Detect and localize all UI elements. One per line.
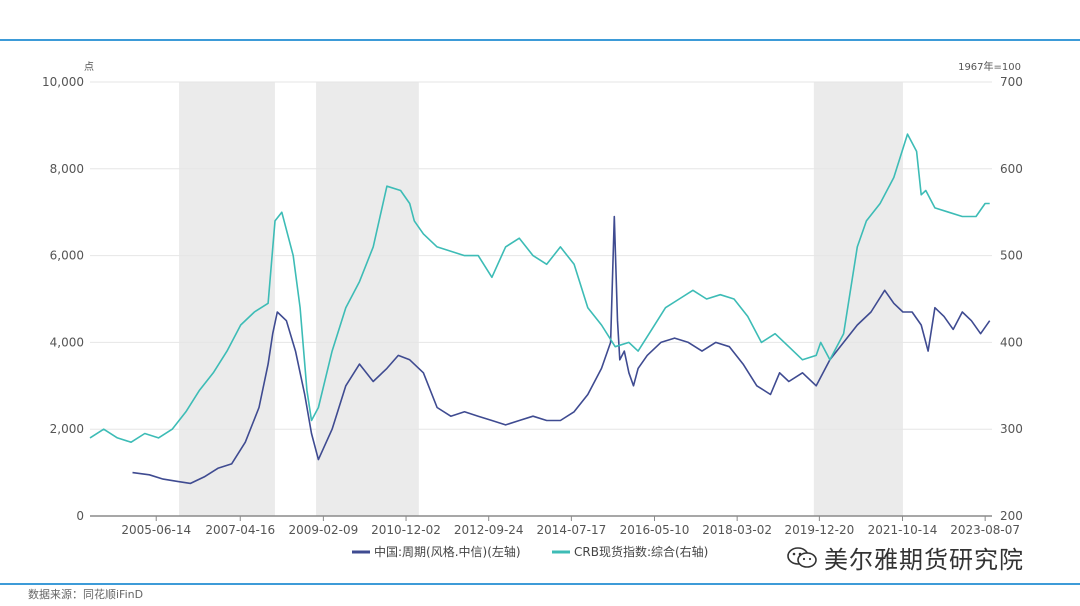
- legend-label-1: 中国:周期(风格.中信)(左轴): [374, 544, 521, 559]
- watermark: 美尔雅期货研究院: [786, 540, 1024, 575]
- left-tick-label: 8,000: [50, 162, 84, 176]
- right-tick-label: 300: [1000, 422, 1023, 436]
- x-tick-label: 2016-05-10: [620, 523, 690, 537]
- shaded-periods: [179, 82, 903, 516]
- right-tick-label: 400: [1000, 335, 1023, 349]
- right-tick-label: 700: [1000, 75, 1023, 89]
- x-tick-label: 2009-02-09: [289, 523, 359, 537]
- right-tick-label: 200: [1000, 509, 1023, 523]
- wechat-icon: [786, 546, 818, 570]
- bottom-rule: [0, 583, 1080, 585]
- left-tick-label: 6,000: [50, 249, 84, 263]
- x-tick-label: 2021-10-14: [868, 523, 938, 537]
- chart: 0 2,000 4,000 6,000 8,000 10,000 200 300 400 500 6…: [0, 0, 1080, 580]
- x-tick-label: 2007-04-16: [205, 523, 275, 537]
- x-tick-label: 2012-09-24: [454, 523, 524, 537]
- shaded-period-1: [179, 82, 275, 516]
- x-tick-label: 2010-12-02: [371, 523, 441, 537]
- x-tick-label: 2018-03-02: [702, 523, 772, 537]
- x-tick-label: 2023-08-07: [950, 523, 1020, 537]
- left-tick-label: 10,000: [42, 75, 84, 89]
- right-tick-label: 600: [1000, 162, 1023, 176]
- left-tick-label: 0: [76, 509, 84, 523]
- watermark-text: 美尔雅期货研究院: [824, 540, 1024, 575]
- left-tick-label: 2,000: [50, 422, 84, 436]
- shaded-period-3: [814, 82, 903, 516]
- right-axis-unit: 1967年=100: [958, 60, 1021, 73]
- x-tick-label: 2014-07-17: [536, 523, 606, 537]
- data-source: 数据来源：同花顺iFinD: [28, 586, 143, 602]
- right-tick-label: 500: [1000, 249, 1023, 263]
- left-axis-unit: 点: [84, 61, 94, 73]
- legend-label-2: CRB现货指数:综合(右轴): [574, 544, 708, 559]
- x-tick-label: 2019-12-20: [784, 523, 854, 537]
- left-tick-label: 4,000: [50, 335, 84, 349]
- legend: 中国:周期(风格.中信)(左轴) CRB现货指数:综合(右轴): [352, 544, 708, 559]
- shaded-period-2: [316, 82, 419, 516]
- x-tick-label: 2005-06-14: [121, 523, 191, 537]
